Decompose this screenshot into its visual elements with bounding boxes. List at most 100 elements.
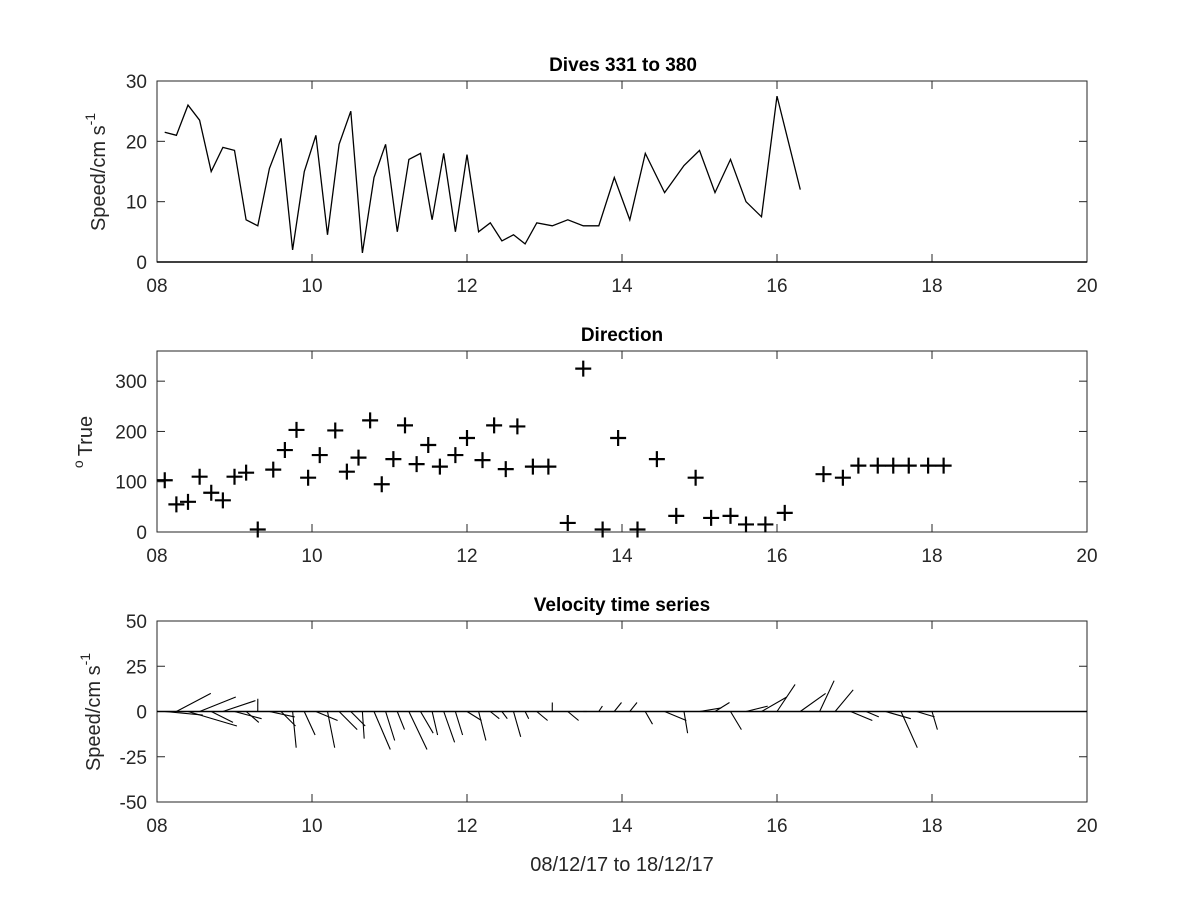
speed-axes-box	[156, 80, 1088, 263]
speed-xtick-label: 18	[921, 276, 942, 297]
direction-ytick-label: 0	[136, 523, 147, 544]
velocity-stick	[303, 711, 316, 736]
direction-point	[524, 458, 541, 475]
speed-series	[157, 95, 1087, 263]
velocity-stick	[326, 711, 336, 748]
velocity-xtick-label: 08	[146, 816, 167, 837]
velocity-stick	[292, 711, 297, 748]
speed-line	[164, 95, 801, 253]
velocity-stick	[478, 711, 487, 741]
velocity-stick	[900, 711, 918, 748]
direction-point	[288, 421, 305, 438]
direction-point	[276, 442, 293, 459]
direction-point	[540, 458, 557, 475]
direction-point	[249, 521, 266, 538]
velocity-stick	[338, 711, 358, 730]
velocity-y-axis-label-superscript: -1	[77, 653, 93, 666]
velocity-stick	[489, 711, 500, 720]
velocity-stick	[834, 689, 854, 712]
speed-ytick-label: 0	[136, 253, 147, 274]
direction-point	[629, 521, 646, 538]
direction-point	[509, 418, 526, 435]
direction-point	[920, 457, 937, 474]
direction-y-axis-label-prefix: o	[70, 460, 86, 468]
velocity-stick	[454, 711, 464, 736]
velocity-stick	[819, 680, 835, 712]
direction-point	[648, 451, 665, 468]
velocity-stick	[683, 711, 689, 734]
direction-y-axis-label: o True	[70, 416, 97, 468]
direction-point	[834, 469, 851, 486]
velocity-xtick-label: 16	[766, 816, 787, 837]
direction-xtick-label: 16	[766, 546, 787, 567]
direction-point	[156, 472, 173, 489]
velocity-stick	[361, 711, 365, 739]
direction-point	[757, 516, 774, 533]
direction-point	[486, 417, 503, 434]
direction-point	[238, 464, 255, 481]
speed-y-axis-label-superscript: -1	[82, 113, 98, 126]
direction-panel-title: Direction	[581, 325, 663, 346]
direction-point	[900, 457, 917, 474]
direction-xtick-label: 12	[456, 546, 477, 567]
direction-point	[300, 469, 317, 486]
velocity-stick	[396, 711, 406, 730]
velocity-stick	[315, 710, 338, 722]
direction-point	[203, 484, 220, 501]
velocity-stick	[613, 702, 622, 712]
velocity-xtick-label: 10	[301, 816, 322, 837]
direction-point	[668, 507, 685, 524]
velocity-stick	[536, 711, 548, 721]
speed-ytick-label: 20	[126, 132, 147, 153]
direction-xtick-label: 08	[146, 546, 167, 567]
velocity-stick	[373, 711, 391, 750]
direction-point	[431, 458, 448, 475]
velocity-stick	[745, 705, 768, 713]
velocity-stick	[443, 711, 456, 743]
velocity-stick	[245, 711, 260, 723]
direction-point	[722, 507, 739, 524]
speed-y-axis-label-text: Speed/cm s	[88, 125, 110, 231]
velocity-stick	[776, 684, 796, 712]
direction-point	[474, 452, 491, 469]
speed-xtick-label: 14	[611, 276, 633, 297]
velocity-stick	[385, 711, 396, 741]
velocity-stick	[199, 696, 237, 713]
direction-point	[738, 516, 754, 533]
velocity-panel: Velocity time series 08 10 12 14 16 18 20 -50 -2…	[77, 595, 1098, 876]
direction-point	[703, 509, 720, 526]
speed-ytick-label: 30	[126, 72, 147, 93]
direction-point	[168, 496, 185, 513]
direction-point	[610, 429, 627, 446]
speed-ytick-label: 10	[126, 193, 147, 214]
direction-point	[815, 466, 832, 483]
velocity-y-axis-label: Speed/cm s-1	[77, 653, 105, 771]
velocity-x-axis-label: 08/12/17 to 18/12/17	[530, 854, 714, 876]
velocity-stick	[885, 710, 911, 720]
velocity-stick	[761, 696, 788, 712]
velocity-stick	[931, 711, 938, 730]
velocity-stick	[187, 710, 238, 727]
velocity-stick	[222, 700, 256, 713]
velocity-stick	[420, 711, 434, 734]
direction-point	[575, 360, 592, 377]
velocity-ytick-label: 50	[126, 612, 147, 633]
velocity-xtick-label: 12	[456, 816, 477, 837]
direction-ytick-label: 100	[115, 473, 147, 494]
velocity-y-axis-label-text: Speed/cm s	[83, 665, 105, 771]
velocity-stick	[408, 711, 428, 750]
velocity-stick	[699, 707, 722, 713]
direction-point	[497, 461, 514, 478]
velocity-stick	[916, 710, 935, 718]
direction-point	[869, 457, 886, 474]
speed-xtick-label: 12	[456, 276, 477, 297]
direction-point	[327, 422, 344, 439]
speed-panel: Dives 331 to 380 08 10 12 14 16 18 20 0 10 20 30 S…	[82, 55, 1098, 297]
speed-ticks: 08 10 12 14 16 18 20 0 10 20 30	[126, 72, 1098, 297]
velocity-stick	[234, 710, 262, 720]
velocity-xtick-label: 20	[1076, 816, 1097, 837]
direction-point	[265, 461, 282, 478]
